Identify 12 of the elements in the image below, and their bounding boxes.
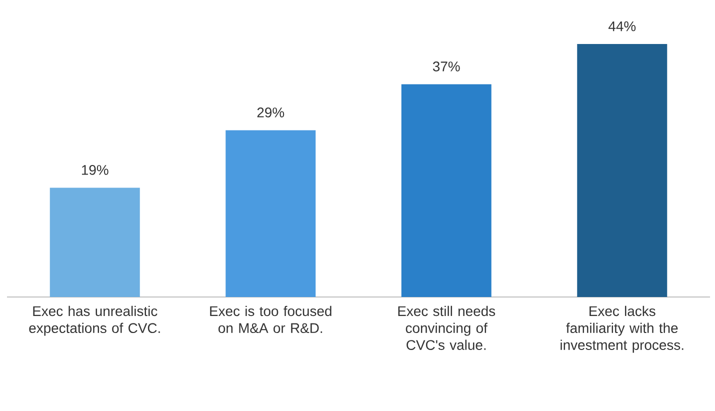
data-label: 19% (82, 165, 108, 175)
bar (577, 44, 668, 297)
data-label: 44% (608, 21, 636, 32)
x-tick-label: Exec has unrealistic expectations of CVC. (29, 306, 160, 336)
x-tick-label: Exec is too focused on M&A or R&D. (210, 306, 332, 334)
data-label: 37% (432, 62, 460, 72)
bar (401, 84, 492, 297)
bar (50, 188, 140, 297)
x-tick-label: Exec lacks familiarity with the investment process. (560, 306, 684, 353)
bar (226, 130, 316, 297)
data-label: 29% (257, 108, 284, 118)
x-tick-label: Exec still needs convincing of CVC's value. (398, 306, 496, 350)
